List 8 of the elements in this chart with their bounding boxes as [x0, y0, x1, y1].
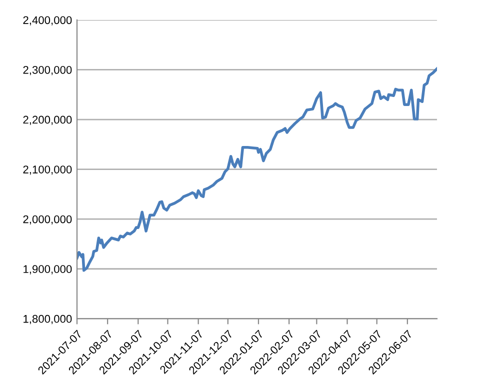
y-tick-label: 2,100,000	[23, 166, 72, 175]
y-tick-label: 1,900,000	[24, 265, 72, 274]
y-tick-label: 2,200,000	[23, 116, 72, 125]
y-tick-label: 1,800,000	[24, 314, 72, 324]
y-tick-label: 2,000,000	[23, 215, 72, 225]
line-series	[77, 67, 437, 272]
y-tick-label: 2,300,000	[23, 66, 72, 76]
y-tick-label: 2,400,000	[23, 16, 72, 26]
